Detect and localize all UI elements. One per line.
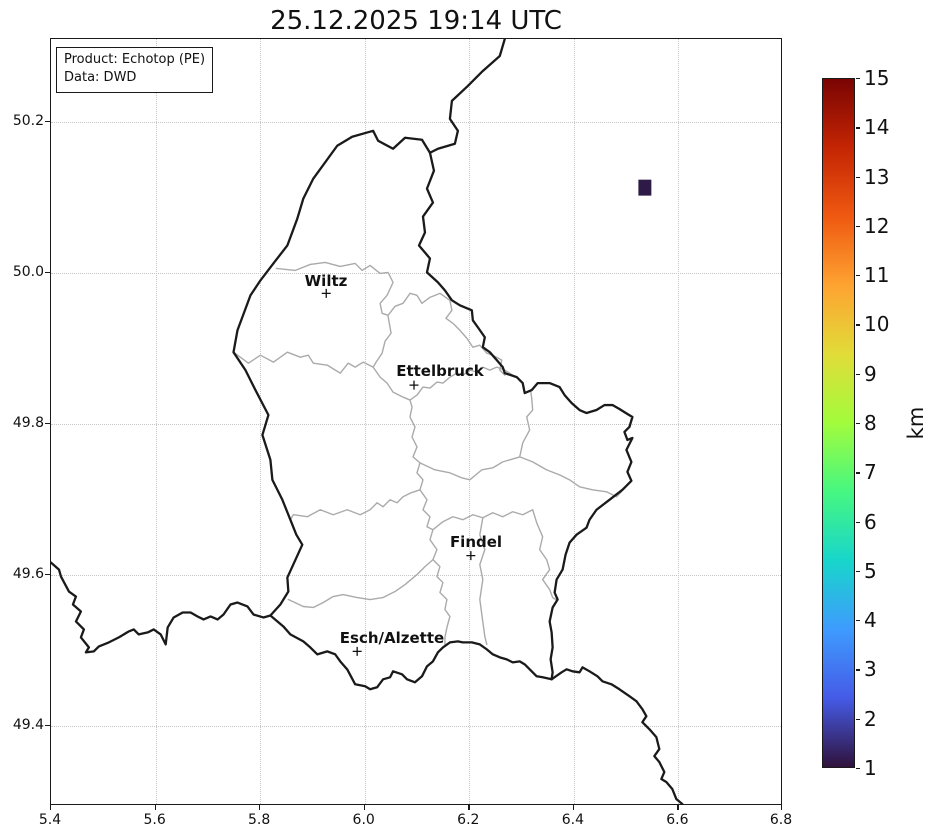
x-tick	[259, 805, 261, 810]
colorbar-tick	[856, 669, 860, 671]
x-tick	[572, 805, 575, 810]
city-marker-esch	[352, 646, 362, 656]
map-borders-svg	[51, 39, 684, 804]
data-source-line: Data: DWD	[64, 70, 137, 86]
x-tick	[468, 805, 470, 810]
colorbar-tick-label: 11	[864, 263, 890, 288]
x-tick-label: 5.6	[143, 812, 166, 828]
colorbar-tick	[856, 78, 860, 80]
city-label-wiltz: Wiltz	[304, 272, 348, 290]
x-tick-label: 6.6	[666, 812, 689, 828]
x-tick-label: 6.4	[561, 812, 585, 828]
x-tick	[677, 805, 679, 810]
gridline-v	[469, 39, 471, 804]
colorbar-tick	[856, 768, 860, 770]
border-luxembourg	[232, 129, 634, 691]
y-tick-label: 49.8	[12, 414, 44, 431]
colorbar-tick-label: 9	[864, 361, 877, 386]
colorbar-tick	[856, 275, 860, 277]
gridline-h	[51, 272, 781, 274]
gridline-v	[260, 39, 262, 804]
y-tick	[45, 120, 50, 123]
gridline-h	[51, 423, 781, 425]
y-tick	[45, 573, 50, 576]
colorbar-tick-label: 4	[864, 608, 877, 633]
colorbar-tick-label: 10	[864, 312, 890, 337]
city-marker-findel	[466, 551, 476, 561]
colorbar-tick-label: 8	[864, 411, 877, 435]
colorbar-tick-label: 7	[864, 460, 877, 485]
border-germany-north	[428, 39, 506, 154]
colorbar-tick-label: 14	[864, 115, 890, 140]
colorbar-tick	[856, 324, 860, 326]
y-tick	[45, 724, 50, 727]
gridline-v	[364, 39, 366, 804]
page-title: 25.12.2025 19:14 UTC	[270, 6, 562, 36]
x-tick	[154, 805, 156, 810]
product-line: Product: Echotop (PE)	[64, 52, 206, 67]
colorbar-tick-label: 6	[864, 509, 877, 534]
x-tick-label: 6.2	[457, 812, 480, 828]
y-tick-label: 49.4	[12, 716, 44, 733]
border-france-germany	[550, 666, 684, 804]
gridline-v	[573, 39, 575, 804]
colorbar-tick	[856, 521, 860, 523]
colorbar-tick	[856, 620, 860, 622]
x-tick	[363, 805, 366, 810]
country-borders	[51, 39, 684, 804]
y-tick	[45, 422, 50, 425]
colorbar-tick	[856, 423, 860, 425]
x-tick-label: 5.8	[247, 812, 271, 828]
colorbar	[822, 78, 855, 768]
product-info-box: Product: Echotop (PE) Data: DWD	[56, 47, 214, 93]
colorbar-tick-label: 12	[864, 213, 890, 238]
x-tick	[781, 805, 783, 810]
gridline-v	[155, 39, 157, 804]
colorbar-tick-label: 5	[864, 558, 877, 583]
colorbar-tick	[856, 225, 860, 228]
x-tick-label: 6.8	[769, 812, 793, 828]
x-tick-label: 6.0	[352, 812, 375, 828]
city-marker-wiltz	[321, 288, 331, 298]
colorbar-tick	[856, 127, 860, 129]
colorbar-unit-label: km	[904, 406, 928, 440]
y-tick	[45, 271, 50, 274]
city-label-findel: Findel	[449, 533, 503, 551]
x-tick-label: 5.4	[38, 812, 62, 828]
y-tick-label: 49.6	[12, 565, 44, 582]
colorbar-tick	[856, 472, 860, 474]
echotop-data-pixel	[638, 179, 652, 196]
colorbar-tick-label: 13	[864, 164, 890, 189]
colorbar-tick	[856, 718, 860, 721]
city-label-esch-alzette: Esch/Alzette	[339, 629, 445, 647]
gridline-v	[678, 39, 680, 804]
y-tick-label: 50.2	[12, 112, 44, 129]
colorbar-tick-label: 2	[864, 706, 877, 731]
y-tick-label: 50.0	[12, 263, 44, 280]
city-markers	[321, 288, 476, 656]
colorbar-tick	[856, 570, 860, 573]
colorbar-tick	[856, 176, 860, 178]
gridline-h	[51, 121, 781, 123]
colorbar-tick-label: 15	[864, 66, 890, 90]
city-marker-ettelbruck	[409, 380, 419, 390]
x-tick	[50, 805, 52, 810]
colorbar-tick	[856, 373, 860, 376]
colorbar-tick-label: 3	[864, 657, 877, 682]
map-plot-area	[50, 38, 782, 805]
city-label-ettelbruck: Ettelbruck	[396, 362, 484, 380]
district-borders	[232, 261, 623, 646]
border-belgium-france	[51, 561, 272, 654]
gridline-h	[51, 725, 781, 727]
colorbar-tick-label: 1	[864, 756, 877, 780]
